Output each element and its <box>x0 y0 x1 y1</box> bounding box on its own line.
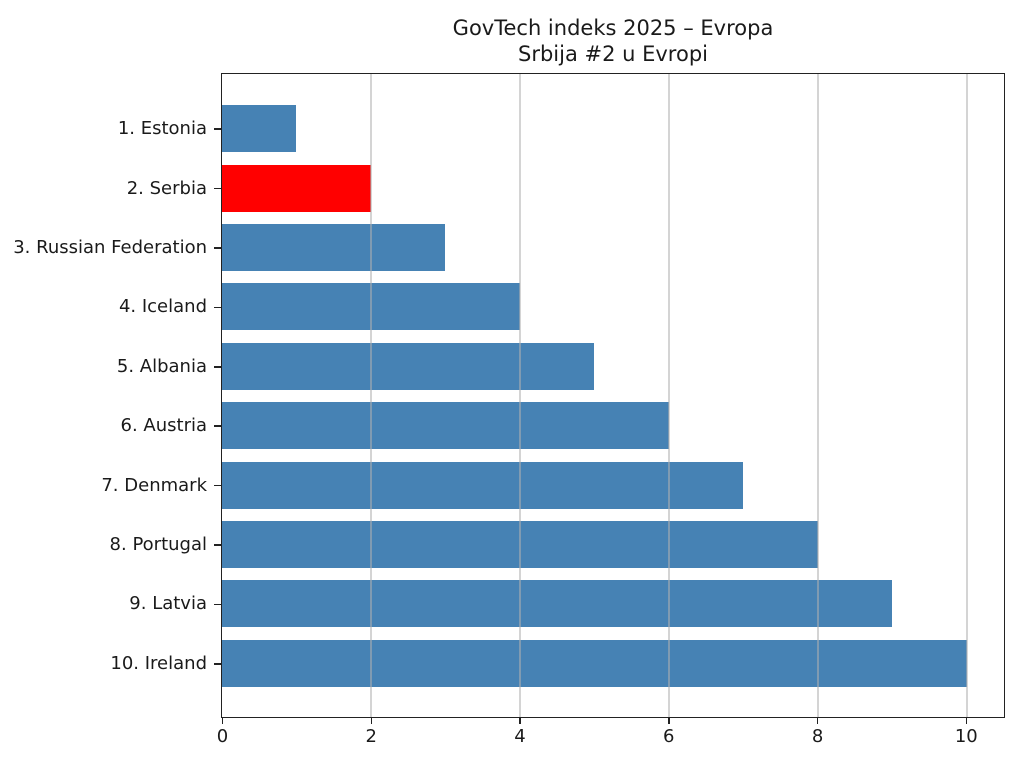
x-tick-label-0: 0 <box>216 726 229 747</box>
x-tick-mark <box>370 718 372 724</box>
bar-7-denmark <box>222 461 744 509</box>
y-tick-mark <box>214 603 221 606</box>
y-tick-mark <box>214 366 221 368</box>
x-tick-mark <box>668 718 670 724</box>
bar-1-estonia <box>222 105 297 153</box>
bar-3-russian-federation <box>222 224 446 271</box>
bar-5-albania <box>222 342 595 390</box>
x-tick-label-4: 4 <box>514 726 526 747</box>
gridline-x-10 <box>966 74 968 717</box>
y-tick-label-5-albania: 5. Albania <box>116 355 207 377</box>
y-tick-mark <box>214 425 221 427</box>
bar-9-latvia <box>222 580 893 628</box>
x-tick-label-10: 10 <box>954 726 978 747</box>
plot-area <box>221 73 1005 718</box>
plot-inner <box>222 74 1004 717</box>
y-tick-mark <box>214 544 221 546</box>
y-tick-label-6-austria: 6. Austria <box>120 415 207 437</box>
y-tick-label-7-denmark: 7. Denmark <box>101 474 207 496</box>
y-tick-mark <box>214 484 221 487</box>
y-tick-label-1-estonia: 1. Estonia <box>117 118 207 140</box>
x-tick-mark <box>965 718 968 724</box>
bar-10-ireland <box>222 639 967 687</box>
y-tick-mark <box>214 663 221 665</box>
y-tick-label-2-serbia: 2. Serbia <box>126 177 207 199</box>
chart-title-line2: Srbija #2 u Evropi <box>517 42 708 66</box>
y-tick-label-8-portugal: 8. Portugal <box>109 534 207 555</box>
y-tick-label-3-russian-federation: 3. Russian Federation <box>13 237 207 258</box>
x-tick-mark <box>519 718 521 724</box>
x-tick-label-8: 8 <box>811 726 824 747</box>
x-tick-label-2: 2 <box>365 726 377 747</box>
x-tick-label-6: 6 <box>663 726 675 747</box>
y-tick-mark <box>214 306 221 309</box>
bar-6-austria <box>222 402 669 450</box>
y-tick-label-4-iceland: 4. Iceland <box>118 296 207 318</box>
chart-title: GovTech indeks 2025 – Evropa Srbija #2 u… <box>221 15 1005 67</box>
bar-2-serbia <box>222 164 371 212</box>
gridline-x-4 <box>519 74 521 717</box>
gridline-x-8 <box>817 74 819 717</box>
gridline-x-2 <box>370 74 372 717</box>
y-tick-mark <box>214 187 221 190</box>
gridline-x-6 <box>668 74 670 717</box>
x-tick-mark <box>221 718 224 724</box>
y-tick-label-10-ireland: 10. Ireland <box>110 652 207 674</box>
y-tick-mark <box>214 128 221 130</box>
chart-title-line1: GovTech indeks 2025 – Evropa <box>452 16 774 40</box>
y-tick-label-9-latvia: 9. Latvia <box>129 593 207 615</box>
x-tick-mark <box>816 718 819 724</box>
y-tick-mark <box>214 247 221 249</box>
